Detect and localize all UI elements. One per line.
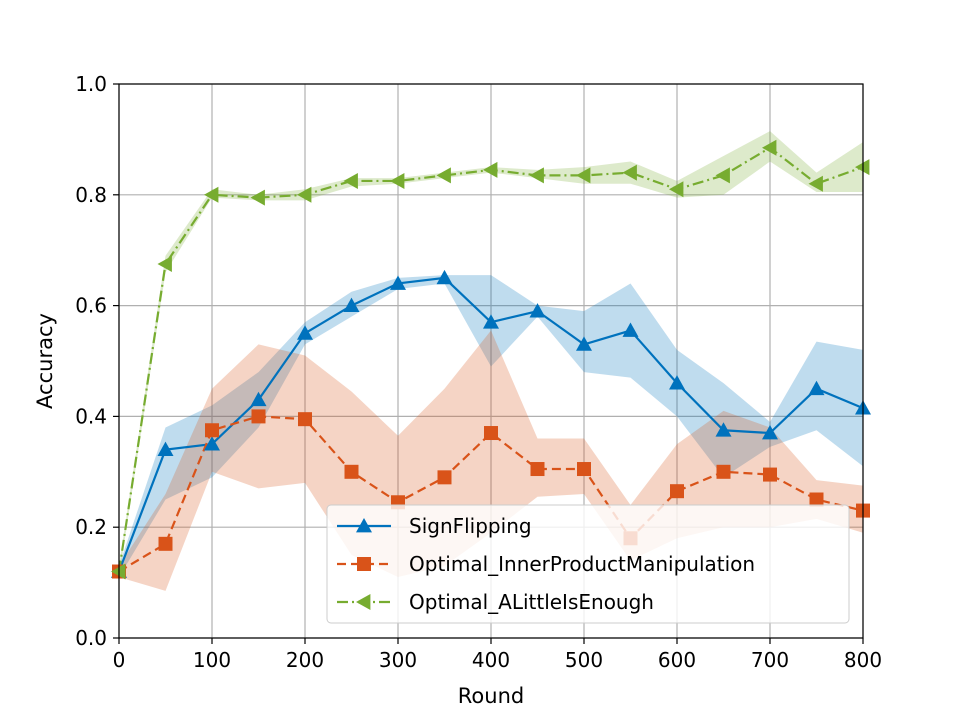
legend-marker-signflipping [356,518,372,533]
optimal-innerproductmanipulation-point [809,492,824,507]
optimal-innerproductmanipulation-point [158,536,173,551]
x-tick-label: 100 [193,648,231,672]
optimal-innerproductmanipulation-point [298,412,312,427]
signflipping-point [390,275,406,290]
signflipping-point [436,269,453,285]
y-tick-label: 1.0 [75,72,107,96]
y-tick-label: 0.8 [75,183,107,207]
y-tick-label: 0.6 [75,294,107,318]
optimal-innerproductmanipulation-point [484,426,498,441]
signflipping-point [343,297,360,312]
signflipping-point [297,325,313,340]
optimal-alittleisenough-point [529,167,544,184]
x-tick-label: 500 [565,648,603,672]
optimal-alittleisenough-point [483,161,498,178]
optimal-innerproductmanipulation-point [437,470,452,485]
optimal-alittleisenough-point [204,186,219,203]
signflipping-point [250,391,267,407]
legend: SignFlipping Optimal_InnerProductManipula… [326,504,850,624]
x-tick-label: 0 [113,648,126,672]
x-tick-label: 200 [286,648,324,672]
legend-marker-optimal-innerproductmanipulation [357,557,371,571]
optimal-innerproductmanipulation-point [530,462,545,477]
optimal-alittleisenough-point [762,139,777,156]
x-tick-label: 600 [658,648,696,672]
optimal-alittleisenough-point [855,159,870,176]
optimal-innerproductmanipulation-point [670,484,684,499]
y-tick-label: 0.2 [75,515,107,539]
optimal-innerproductmanipulation-point [763,467,777,482]
y-axis-label: Accuracy [33,313,57,409]
x-tick-label: 300 [379,648,417,672]
x-tick-label: 800 [844,648,882,672]
optimal-alittleisenough-point [622,164,637,181]
legend-marker-optimal-alittleisenough [356,594,371,610]
signflipping-point [669,375,685,390]
x-tick-label: 700 [751,648,789,672]
optimal-innerproductmanipulation-point [716,464,731,479]
signflipping-point [762,425,778,440]
legend-label-signflipping: SignFlipping [409,514,532,538]
optimal-alittleisenough-point [436,167,451,184]
signflipping-point [715,422,732,437]
optimal-alittleisenough-point [111,563,126,580]
axis-ticks: 0 100 200 300 400 500 600 700 800 0.0 0.2 0.4 0.6 0.8… [75,72,882,672]
signflipping-band [119,275,863,578]
x-axis-label: Round [458,684,524,708]
legend-label-optimal-innerproductmanipulation: Optimal_InnerProductManipulation [409,552,755,576]
optimal-innerproductmanipulation-point [577,462,591,477]
signflipping-point [204,436,220,451]
optimal-alittleisenough-point [343,172,358,189]
x-tick-label: 400 [472,648,510,672]
optimal-innerproductmanipulation-point [344,464,359,479]
signflipping-point [622,322,639,337]
optimal-alittleisenough-point [250,189,265,206]
y-tick-label: 0.4 [75,404,107,428]
optimal-alittleisenough-point [390,172,405,189]
signflipping-point [529,303,546,318]
optimal-alittleisenough-point [576,167,591,184]
legend-box [326,504,850,624]
optimal-alittleisenough-point [808,175,823,192]
signflipping-point [483,314,499,329]
legend-label-optimal-alittleisenough: Optimal_ALittleIsEnough [409,590,654,614]
y-tick-label: 0.0 [75,626,107,650]
optimal-alittleisenough-point [297,186,312,203]
signflipping-point [576,336,592,351]
signflipping-point [808,380,825,396]
optimal-alittleisenough-point [157,256,172,273]
optimal-alittleisenough-point [715,167,730,184]
optimal-innerproductmanipulation-point [205,423,219,438]
optimal-innerproductmanipulation-point [251,409,266,424]
optimal-alittleisenough-point [669,181,684,198]
signflipping-point [157,441,174,457]
